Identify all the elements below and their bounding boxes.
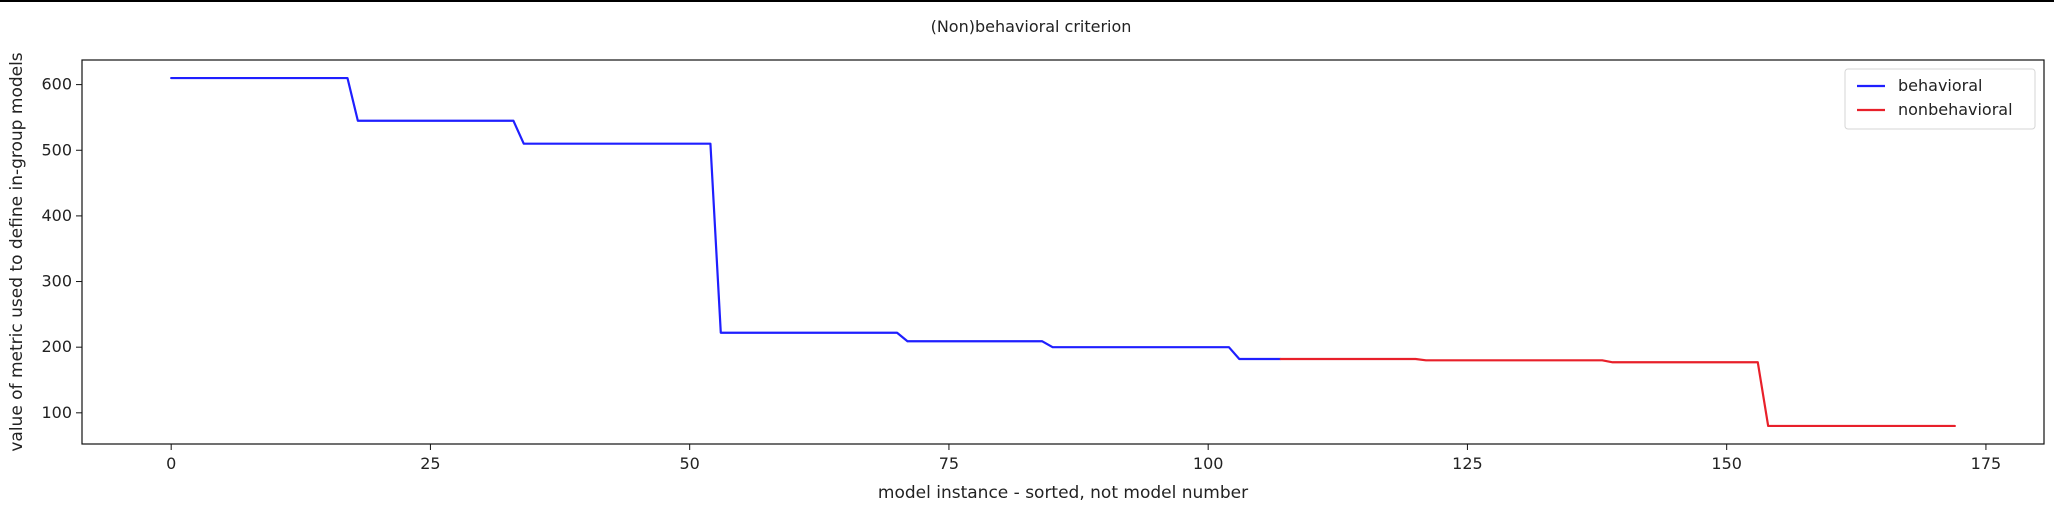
y-tick-label: 400 [41, 206, 72, 225]
legend-label-nonbehavioral: nonbehavioral [1898, 100, 2013, 119]
x-axis-label: model instance - sorted, not model numbe… [878, 483, 1248, 503]
x-tick-label: 125 [1452, 454, 1483, 473]
x-axis-ticks: 0 25 50 75 100 125 150 175 [166, 444, 2001, 473]
series-line-nonbehavioral [1279, 357, 1956, 428]
x-tick-label: 0 [166, 454, 176, 473]
x-tick-label: 100 [1193, 454, 1224, 473]
y-tick-label: 200 [41, 337, 72, 356]
x-tick-label: 25 [420, 454, 440, 473]
x-tick-label: 50 [680, 454, 700, 473]
y-tick-label: 500 [41, 140, 72, 159]
y-tick-label: 300 [41, 272, 72, 291]
x-tick-label: 150 [1711, 454, 1742, 473]
y-tick-label: 100 [41, 403, 72, 422]
y-tick-label: 600 [41, 75, 72, 94]
chart-title: (Non)behavioral criterion [931, 17, 1132, 36]
plot-area [81, 59, 2045, 445]
y-axis-ticks: 100 200 300 400 500 600 [41, 75, 82, 422]
series-layer [170, 76, 1956, 428]
series-line-behavioral [170, 76, 1282, 361]
x-tick-label: 175 [1971, 454, 2002, 473]
y-axis-label: value of metric used to define in-group … [7, 52, 27, 451]
x-tick-label: 75 [939, 454, 959, 473]
legend-label-behavioral: behavioral [1898, 76, 1982, 95]
legend-box [1844, 68, 2036, 130]
legend: behavioral nonbehavioral [1844, 68, 2036, 130]
